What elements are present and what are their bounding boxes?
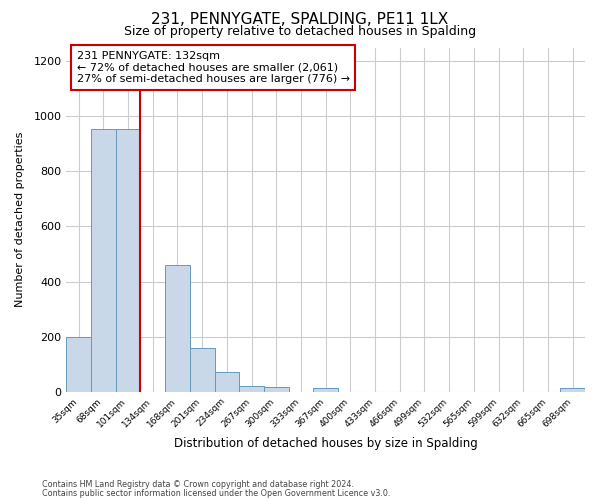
Text: Contains HM Land Registry data © Crown copyright and database right 2024.: Contains HM Land Registry data © Crown c… [42,480,354,489]
Bar [264,387,289,392]
Bar [560,388,585,392]
Bar [190,348,215,392]
X-axis label: Distribution of detached houses by size in Spalding: Distribution of detached houses by size … [174,437,478,450]
Bar [239,386,264,392]
Y-axis label: Number of detached properties: Number of detached properties [15,132,25,308]
Bar [165,265,190,392]
Text: Size of property relative to detached houses in Spalding: Size of property relative to detached ho… [124,25,476,38]
Bar [67,336,91,392]
Text: Contains public sector information licensed under the Open Government Licence v3: Contains public sector information licen… [42,489,391,498]
Bar [91,128,116,392]
Bar [313,388,338,392]
Text: 231, PENNYGATE, SPALDING, PE11 1LX: 231, PENNYGATE, SPALDING, PE11 1LX [151,12,449,28]
Text: 231 PENNYGATE: 132sqm
← 72% of detached houses are smaller (2,061)
27% of semi-d: 231 PENNYGATE: 132sqm ← 72% of detached … [77,51,350,84]
Bar [215,372,239,392]
Bar [116,128,140,392]
